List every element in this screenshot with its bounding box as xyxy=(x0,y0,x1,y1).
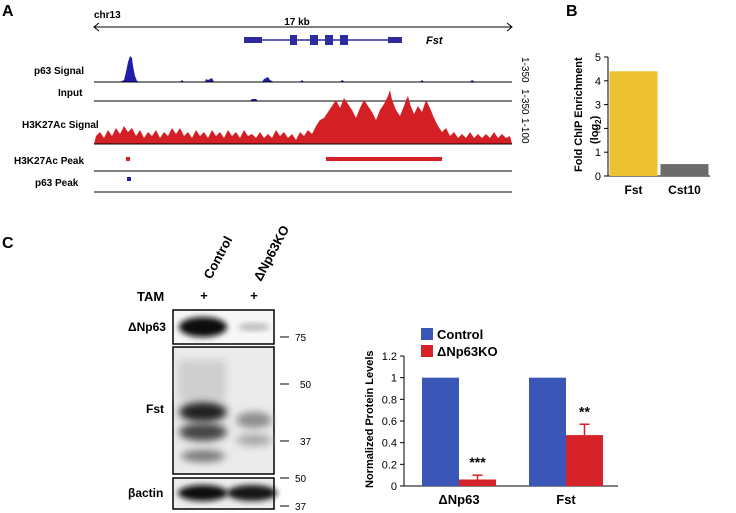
p63-signal-track xyxy=(94,56,512,83)
legend-label: ΔNp63KO xyxy=(437,344,498,359)
y-tick-label: 3 xyxy=(595,100,601,112)
y-tick-label: 1 xyxy=(391,373,397,385)
blot-bactin xyxy=(172,477,277,510)
panel-label-b: B xyxy=(566,3,578,20)
gene-name: Fst xyxy=(426,35,444,47)
h3k27ac-peak-track xyxy=(94,157,512,172)
marker-75: 75 xyxy=(295,333,307,344)
gene-model xyxy=(244,35,402,45)
input-track xyxy=(94,99,512,102)
track-range-p63-signal: 1-350 xyxy=(519,57,530,83)
blot-fst xyxy=(172,346,275,475)
y-tick-label: 0.8 xyxy=(382,394,397,406)
track-label-h3k27ac-signal: H3K27Ac Signal xyxy=(22,120,99,131)
significance-annotation: *** xyxy=(469,454,486,470)
marker-37: 37 xyxy=(300,437,312,448)
bar-control-1 xyxy=(529,377,566,486)
chrom-label: chr13 xyxy=(94,10,121,21)
legend-label: Control xyxy=(437,327,483,342)
blot-label-dnp63: ΔNp63 xyxy=(128,320,166,334)
y-tick-label: 2 xyxy=(595,123,601,135)
y-tick-label: 0 xyxy=(391,481,397,493)
tam-mark-dnp63ko: + xyxy=(250,288,258,303)
bar-fst xyxy=(609,71,658,176)
lane-label-dnp63ko: ΔNp63KO xyxy=(250,223,292,284)
track-range-input: 1-350 xyxy=(519,89,530,115)
h3k27ac-signal-track xyxy=(94,90,512,145)
p63-peak-track xyxy=(94,177,512,193)
track-label-h3k27ac-peak: H3K27Ac Peak xyxy=(14,156,84,167)
chip-enrichment-chart: 0 1 2 3 4 5 Fst Cst10 Fold ChIP Enrichment (log2) xyxy=(573,52,710,197)
protein-levels-chart: 0 0.2 0.4 0.6 0.8 1 1.2 *** ΔNp63 ** Fst Normalized… xyxy=(364,327,618,507)
scale-label: 17 kb xyxy=(284,17,310,28)
blot-label-bactin: βactin xyxy=(128,486,163,500)
x-tick-label: Cst10 xyxy=(668,183,701,197)
panel-label-a: A xyxy=(2,3,14,20)
legend-swatch xyxy=(421,328,433,340)
y-axis-label: Fold ChIP Enrichment xyxy=(573,57,585,172)
bar-control-0 xyxy=(422,377,459,486)
x-tick-label: ΔNp63 xyxy=(438,492,479,507)
x-tick-label: Fst xyxy=(556,492,576,507)
y-tick-label: 1.2 xyxy=(382,351,397,363)
y-tick-label: 1 xyxy=(595,147,601,159)
y-axis-label: Normalized Protein Levels xyxy=(364,350,376,488)
panel-label-c: C xyxy=(2,235,14,252)
bar-cst10 xyxy=(660,164,709,176)
blot-label-fst: Fst xyxy=(146,402,164,416)
bar-np63ko-0 xyxy=(459,479,496,486)
y-tick-label: 5 xyxy=(595,52,601,64)
bar-np63ko-1 xyxy=(566,435,603,486)
y-tick-label: 0.4 xyxy=(382,438,397,450)
blot-dnp63 xyxy=(172,309,275,345)
lane-label-control: Control xyxy=(200,234,235,282)
y-tick-label: 0 xyxy=(595,171,601,183)
marker-37b: 37 xyxy=(295,502,307,513)
legend-swatch xyxy=(421,345,433,357)
tam-label: TAM xyxy=(137,289,164,304)
y-axis-label-unit: (log2) xyxy=(589,115,603,144)
track-label-p63-peak: p63 Peak xyxy=(35,178,79,189)
scale-arrow xyxy=(93,22,513,32)
track-label-input: Input xyxy=(58,88,83,99)
marker-50: 50 xyxy=(300,380,312,391)
track-range-h3k27ac: 1-100 xyxy=(519,118,530,144)
y-tick-label: 0.6 xyxy=(382,416,397,428)
significance-annotation: ** xyxy=(579,403,590,419)
y-tick-label: 0.2 xyxy=(382,459,397,471)
track-label-p63-signal: p63 Signal xyxy=(34,66,84,77)
marker-50b: 50 xyxy=(295,474,307,485)
tam-mark-control: + xyxy=(200,288,208,303)
y-tick-label: 4 xyxy=(595,76,601,88)
x-tick-label: Fst xyxy=(625,183,643,197)
